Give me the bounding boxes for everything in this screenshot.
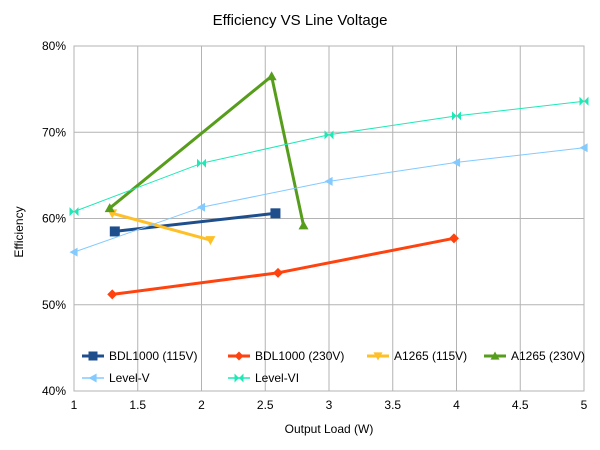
x-tick-label: 3.5 xyxy=(384,398,401,412)
marker-bowtie xyxy=(324,130,334,140)
legend-entry: A1265 (230V) xyxy=(484,349,585,363)
marker-triangle-up xyxy=(298,220,309,230)
marker-square xyxy=(270,208,281,219)
x-tick-label: 5 xyxy=(581,398,588,412)
series-1 xyxy=(107,233,459,300)
legend-entry: BDL1000 (230V) xyxy=(228,349,344,363)
x-tick-label: 3 xyxy=(326,398,333,412)
marker-triangle-up xyxy=(490,351,500,360)
marker-bowtie xyxy=(579,96,589,106)
marker-triangle-left xyxy=(579,143,588,153)
series-line xyxy=(73,100,585,213)
marker-bowtie xyxy=(234,373,244,383)
y-axis: 40% 50% 60% 70% 80% xyxy=(42,39,66,398)
marker-triangle-up xyxy=(104,203,115,213)
marker-bowtie xyxy=(69,207,79,217)
x-tick-label: 2.5 xyxy=(257,398,274,412)
chart-title: Efficiency VS Line Voltage xyxy=(213,12,388,29)
y-tick-label: 50% xyxy=(42,298,66,312)
x-axis-label: Output Load (W) xyxy=(285,422,374,436)
marker-triangle-left xyxy=(88,373,97,383)
legend-entry: A1265 (115V) xyxy=(367,349,467,363)
marker-triangle-down xyxy=(205,236,216,246)
series-line xyxy=(111,211,211,242)
marker-triangle-left xyxy=(452,157,461,167)
y-tick-label: 40% xyxy=(42,384,66,398)
x-axis: 1 1.5 2 2.5 3 3.5 4 4.5 5 xyxy=(71,398,588,412)
x-tick-label: 4 xyxy=(453,398,460,412)
marker-diamond xyxy=(273,267,283,278)
legend-entry: Level-V xyxy=(82,371,150,385)
marker-square xyxy=(88,351,98,361)
y-tick-label: 70% xyxy=(42,125,66,139)
legend-entry: Level-VI xyxy=(228,371,299,385)
x-tick-label: 4.5 xyxy=(512,398,529,412)
x-tick-label: 1 xyxy=(71,398,78,412)
marker-diamond xyxy=(107,289,118,300)
marker-diamond xyxy=(448,233,459,244)
legend: BDL1000 (115V) BDL1000 (230V) A1265 (115V)… xyxy=(82,349,585,385)
marker-bowtie xyxy=(197,158,206,168)
series-group xyxy=(69,71,589,300)
series-3 xyxy=(104,71,309,230)
marker-triangle-left xyxy=(69,247,78,257)
marker-triangle-up xyxy=(266,71,277,81)
legend-label: BDL1000 (230V) xyxy=(255,349,344,363)
y-axis-label: Efficiency xyxy=(12,206,26,257)
marker-triangle-left xyxy=(197,202,206,212)
marker-triangle-down xyxy=(373,352,383,361)
legend-label: A1265 (230V) xyxy=(511,349,585,363)
plot-area-frame xyxy=(73,45,585,392)
marker-bowtie xyxy=(452,111,461,121)
legend-entry: BDL1000 (115V) xyxy=(82,349,198,363)
y-tick-label: 60% xyxy=(42,212,66,226)
legend-label: A1265 (115V) xyxy=(394,349,467,363)
marker-square xyxy=(109,226,120,237)
series-4 xyxy=(69,143,588,257)
marker-triangle-left xyxy=(324,176,333,186)
x-tick-label: 1.5 xyxy=(129,398,146,412)
marker-diamond xyxy=(234,351,244,361)
legend-label: Level-V xyxy=(109,371,150,385)
y-tick-label: 80% xyxy=(42,39,66,53)
series-5 xyxy=(69,96,589,217)
legend-label: Level-VI xyxy=(255,371,299,385)
legend-label: BDL1000 (115V) xyxy=(109,349,198,363)
x-tick-label: 2 xyxy=(198,398,205,412)
